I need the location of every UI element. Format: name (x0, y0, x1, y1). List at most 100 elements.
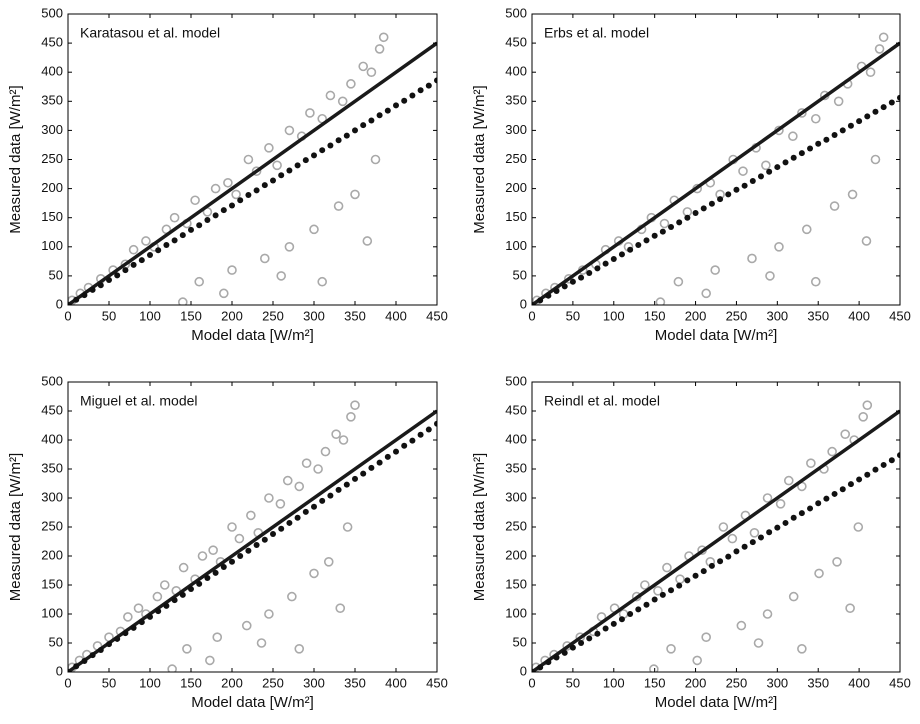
y-tick-label: 400 (505, 431, 527, 446)
y-tick-label: 50 (513, 267, 527, 282)
x-tick-label: 400 (385, 308, 407, 323)
data-point (840, 429, 851, 440)
fit-point (897, 94, 900, 101)
data-point (775, 498, 786, 509)
fit-point (774, 164, 781, 171)
data-point (640, 580, 650, 590)
data-point (701, 288, 711, 299)
fit-point (237, 553, 244, 559)
data-point (272, 160, 282, 171)
data-point (845, 603, 855, 614)
fit-point (384, 453, 391, 460)
fit-point (163, 242, 170, 249)
data-point (870, 154, 881, 165)
fit-point (229, 558, 235, 565)
fit-point (888, 457, 895, 464)
data-point (865, 67, 876, 77)
y-tick-label: 300 (41, 122, 63, 137)
fit-point (659, 228, 666, 235)
y-tick-label: 0 (520, 663, 527, 678)
fit-point (545, 292, 552, 299)
annotation: Karatasou et al. model (80, 25, 220, 41)
x-tick-label: 350 (807, 308, 829, 323)
fit-point (106, 276, 112, 283)
data-point (338, 435, 349, 445)
y-tick-label: 200 (505, 180, 527, 195)
y-tick-label: 200 (41, 180, 63, 195)
data-point (655, 297, 666, 305)
data-point (212, 632, 223, 643)
fit-point (643, 237, 650, 244)
data-point (727, 533, 738, 544)
fit-point (537, 297, 544, 304)
fit-point (401, 442, 408, 449)
y-tick-label: 350 (505, 93, 527, 108)
fit-point (393, 448, 399, 455)
fit-point (130, 624, 137, 631)
data-point (774, 242, 784, 252)
data-point (806, 458, 816, 469)
fit-point (774, 524, 781, 531)
data-point (223, 177, 233, 188)
fit-point (659, 591, 666, 598)
data-point (123, 612, 133, 622)
data-point (241, 620, 252, 631)
data-point (346, 79, 356, 89)
data-point (350, 189, 360, 200)
fit-point (578, 274, 585, 281)
data-point (861, 236, 872, 246)
data-point (133, 603, 144, 614)
fit-point (376, 459, 383, 466)
data-point (210, 183, 221, 194)
fit-point (684, 214, 691, 221)
fit-point (717, 196, 724, 203)
fit-point (532, 302, 535, 305)
fit-point (155, 608, 162, 615)
fit-point (537, 664, 544, 671)
annotation: Reindl et al. model (544, 393, 660, 409)
x-axis-label: Model data [W/m²] (191, 694, 314, 711)
data-point (853, 522, 864, 532)
data-point (673, 276, 684, 287)
y-tick-label: 400 (41, 431, 63, 446)
x-tick-label: 100 (139, 308, 161, 323)
fit-point (766, 168, 773, 175)
data-point (287, 591, 297, 602)
data-point (797, 643, 807, 654)
fit-point (237, 197, 244, 204)
x-tick-label: 400 (848, 308, 870, 323)
fit-point (188, 586, 194, 593)
reference-line (532, 41, 900, 305)
data-point (284, 242, 295, 252)
fit-point (73, 296, 80, 303)
y-tick-label: 100 (41, 238, 63, 253)
data-point (342, 522, 353, 532)
data-point (333, 201, 344, 211)
fit-point (725, 191, 732, 198)
data-point (331, 429, 341, 440)
fit-point (417, 431, 424, 438)
data-point (833, 96, 844, 107)
fit-point (700, 568, 707, 575)
fit-point (651, 232, 658, 239)
fit-point (676, 582, 683, 589)
x-tick-label: 0 (64, 675, 71, 690)
fit-point (114, 272, 121, 279)
fit-point (434, 420, 437, 427)
fit-point (627, 246, 634, 253)
fit-point (790, 514, 797, 521)
data-point (736, 620, 747, 631)
fit-point (417, 87, 424, 94)
fit-point (880, 461, 887, 468)
fit-point (179, 591, 186, 598)
data-point (810, 113, 821, 124)
fit-point (578, 640, 585, 646)
y-tick-label: 250 (41, 518, 63, 533)
fit-point (618, 616, 625, 623)
fit-point (147, 251, 153, 258)
y-axis-label: Measured data [W/m²] (7, 85, 24, 233)
x-tick-label: 300 (766, 675, 788, 690)
fit-point (700, 205, 707, 212)
fit-point (757, 173, 764, 180)
y-tick-label: 100 (505, 605, 527, 620)
